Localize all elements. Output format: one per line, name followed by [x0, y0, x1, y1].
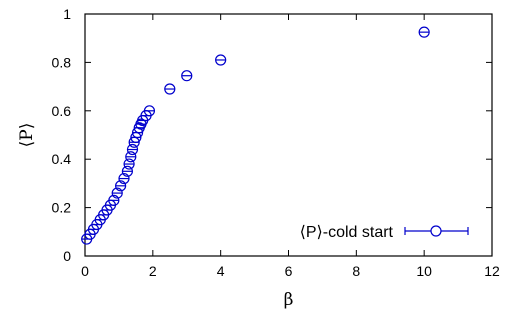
y-tick-label: 0.6	[52, 103, 72, 119]
x-tick-label: 2	[149, 263, 157, 279]
tick-labels: 0 2 4 6 8 10 12 0 0.2 0.4 0.6 0.8 1	[52, 6, 500, 279]
y-axis-label: ⟨P⟩	[17, 123, 37, 148]
data-point	[125, 151, 137, 163]
axes-ticks	[84, 13, 493, 257]
legend-marker	[404, 225, 469, 237]
y-tick-label: 0.8	[52, 54, 72, 70]
plot-frame	[84, 13, 493, 257]
y-tick-label: 0.2	[52, 200, 72, 216]
data-point	[215, 54, 227, 66]
data-point	[118, 172, 130, 185]
x-tick-label: 4	[217, 263, 225, 279]
x-tick-label: 0	[81, 263, 89, 279]
data-point	[123, 158, 135, 170]
y-tick-label: 1	[63, 6, 71, 22]
legend: ⟨P⟩-cold start	[300, 224, 469, 241]
x-tick-label: 8	[352, 263, 360, 279]
x-tick-label: 10	[416, 263, 432, 279]
data-points	[81, 26, 430, 245]
data-point	[115, 180, 127, 192]
data-point	[126, 143, 139, 156]
data-point	[121, 165, 133, 177]
data-point	[143, 105, 156, 117]
x-tick-label: 12	[484, 263, 500, 279]
data-point	[418, 26, 430, 38]
data-point	[181, 70, 193, 82]
legend-marker-circle	[430, 225, 442, 237]
y-tick-label: 0.4	[52, 151, 72, 167]
x-axis-label: β	[284, 290, 294, 310]
legend-label: ⟨P⟩-cold start	[300, 224, 394, 241]
y-tick-label: 0	[63, 248, 71, 264]
data-point	[164, 83, 176, 95]
x-tick-label: 6	[285, 263, 293, 279]
data-point	[111, 187, 123, 199]
data-point	[108, 194, 120, 206]
